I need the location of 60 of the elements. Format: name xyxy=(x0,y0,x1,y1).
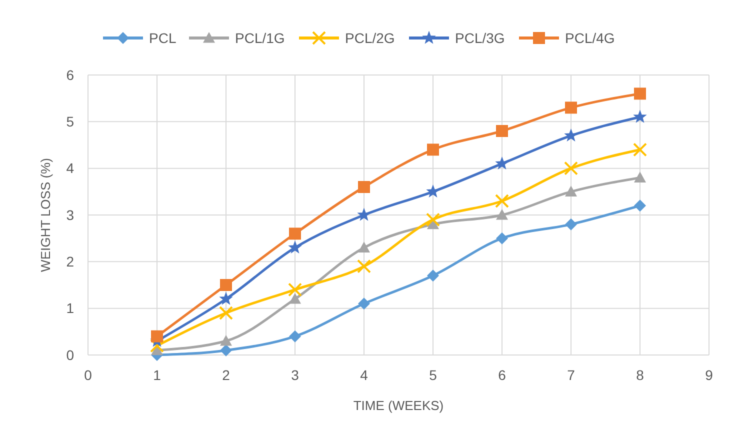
point xyxy=(427,270,439,282)
point xyxy=(496,232,508,244)
x-tick-label: 5 xyxy=(429,367,438,383)
y-tick-label: 1 xyxy=(66,300,74,316)
point xyxy=(289,228,301,240)
point xyxy=(289,293,301,304)
point xyxy=(495,156,509,170)
x-tick-label: 1 xyxy=(153,367,162,383)
x-tick-label: 3 xyxy=(291,367,300,383)
point xyxy=(564,128,578,142)
y-tick-label: 3 xyxy=(66,206,74,223)
y-tick-label: 6 xyxy=(66,66,74,83)
y-tick-label: 0 xyxy=(66,346,74,363)
point xyxy=(634,172,646,182)
point xyxy=(634,88,646,100)
x-tick-label: 6 xyxy=(498,367,506,383)
x-tick-label: 2 xyxy=(222,367,230,383)
y-axis-title: WEIGHT LOSS (%) xyxy=(38,158,53,272)
point xyxy=(495,194,509,208)
x-tick-label: 8 xyxy=(636,367,644,383)
point xyxy=(288,240,302,254)
point xyxy=(358,298,370,310)
point xyxy=(633,110,647,123)
x-tick-label: 7 xyxy=(567,367,576,383)
x-tick-label: 4 xyxy=(360,367,368,383)
point xyxy=(219,292,233,305)
point xyxy=(288,282,302,297)
y-tick-label: 2 xyxy=(66,254,74,270)
point xyxy=(220,279,232,291)
y-tick-label: 4 xyxy=(66,160,74,176)
point xyxy=(634,200,646,212)
point xyxy=(357,259,371,274)
x-tick-label: 0 xyxy=(84,367,92,383)
x-axis-title: TIME (WEEKS) xyxy=(353,398,444,413)
x-tick-label: 9 xyxy=(705,367,714,383)
point xyxy=(565,218,577,230)
point xyxy=(565,102,577,114)
point xyxy=(426,184,440,198)
point xyxy=(150,338,164,353)
point xyxy=(220,344,232,356)
point xyxy=(565,186,577,196)
point xyxy=(357,208,371,221)
y-tick-label: 5 xyxy=(66,114,74,130)
point xyxy=(219,306,233,320)
point xyxy=(220,335,232,346)
legend-label: PCL/2G xyxy=(345,30,395,46)
legend-label: PCL/1G xyxy=(235,30,285,46)
point xyxy=(496,125,508,137)
point xyxy=(564,161,578,176)
legend-label: PCL/4G xyxy=(565,30,615,46)
point xyxy=(427,144,439,156)
point xyxy=(633,142,647,157)
legend-label: PCL xyxy=(149,30,176,46)
legend-label: PCL/3G xyxy=(455,30,505,46)
point xyxy=(289,330,301,342)
point xyxy=(426,212,440,227)
point xyxy=(358,242,370,252)
point xyxy=(496,209,508,220)
point xyxy=(358,181,370,193)
point xyxy=(151,330,163,342)
